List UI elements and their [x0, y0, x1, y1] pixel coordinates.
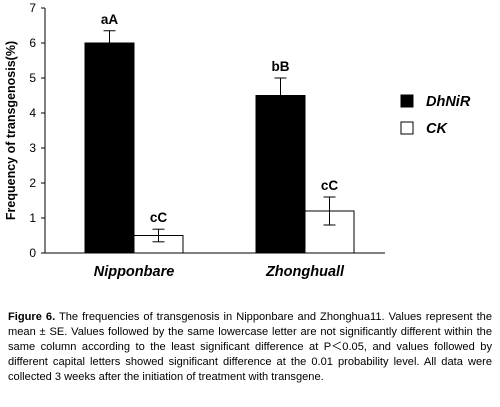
significance-label: cC: [321, 178, 339, 193]
y-tick-label: 3: [29, 141, 36, 155]
y-tick-label: 2: [29, 176, 36, 190]
legend-swatch-dhnir: [400, 94, 414, 108]
caption-label: Figure 6.: [8, 311, 56, 323]
bar-dhnir: [84, 42, 135, 254]
plot-area: 0 1 2 3 4 5 6 7 Frequency of transgenosis(%) aA cC…: [4, 1, 471, 280]
significance-label: aA: [101, 12, 119, 27]
bar-dhnir: [255, 95, 306, 254]
y-tick-label: 6: [29, 36, 36, 50]
x-tick-label: Nipponbare: [94, 264, 175, 280]
significance-label: bB: [272, 59, 290, 74]
figure-caption: Figure 6. The frequencies of transgenosi…: [8, 310, 492, 385]
legend-label-ck: CK: [426, 121, 448, 137]
legend-label-dhnir: DhNiR: [426, 94, 471, 110]
y-tick-label: 5: [29, 71, 36, 85]
y-axis-title: Frequency of transgenosis(%): [4, 41, 18, 220]
significance-label: cC: [150, 210, 168, 225]
legend-swatch-ck: [400, 121, 414, 135]
caption-text: The frequencies of transgenosis in Nippo…: [8, 311, 492, 383]
y-tick-label: 0: [29, 246, 36, 260]
y-tick-label: 1: [29, 211, 36, 225]
y-tick-label: 4: [29, 106, 36, 120]
x-tick-label: Zhonghuall: [265, 264, 345, 280]
bar-chart: 0 1 2 3 4 5 6 7 Frequency of transgenosis(%) aA cC…: [4, 1, 471, 280]
y-tick-label: 7: [29, 1, 36, 15]
